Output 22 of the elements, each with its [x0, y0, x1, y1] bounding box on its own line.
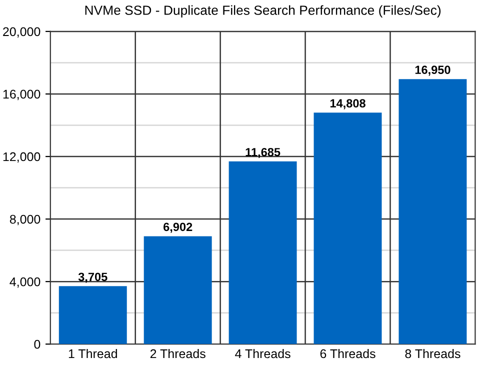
- x-tick-label: 4 Threads: [235, 348, 290, 358]
- bar: [58, 286, 127, 344]
- data-label: 3,705: [78, 272, 108, 283]
- y-tick-label: 16,000: [3, 90, 40, 100]
- bar: [314, 112, 382, 344]
- chart-title: NVMe SSD - Duplicate Files Search Performance (Files/Sec): [85, 5, 441, 18]
- bar: [228, 161, 297, 344]
- x-tick-label: 1 Thread: [68, 348, 117, 358]
- y-tick-label: 20,000: [3, 27, 40, 38]
- y-tick-label: 8,000: [10, 214, 40, 226]
- y-tick-label: 12,000: [3, 152, 40, 163]
- y-tick-label: 0: [34, 340, 40, 349]
- x-tick-label: 8 Threads: [405, 348, 460, 358]
- x-tick-label: 2 Threads: [150, 348, 206, 358]
- bar: [398, 79, 467, 344]
- data-label: 6,902: [164, 222, 192, 233]
- x-tick-label: 6 Threads: [320, 348, 376, 358]
- y-tick-label: 4,000: [10, 277, 40, 288]
- data-label: 11,685: [246, 148, 280, 158]
- data-label: 14,808: [330, 99, 366, 110]
- data-label: 16,950: [415, 66, 450, 76]
- bar: [144, 236, 212, 344]
